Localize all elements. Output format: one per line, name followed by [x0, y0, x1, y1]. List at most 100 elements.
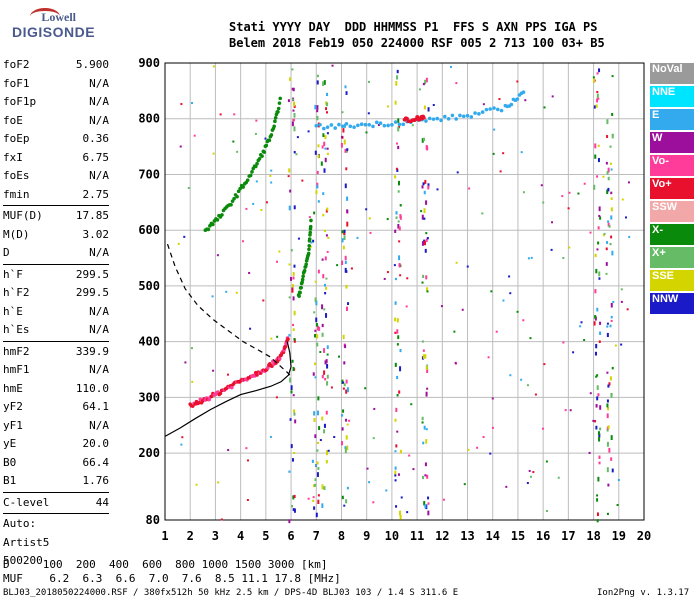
noise-point [292, 508, 295, 512]
trace-point [401, 122, 406, 127]
noise-point [325, 313, 328, 318]
noise-point [193, 134, 196, 137]
noise-point [307, 130, 310, 133]
noise-point [344, 344, 347, 349]
param-name: foE [3, 113, 23, 127]
noise-point [398, 180, 401, 186]
trace-point [378, 121, 383, 126]
noise-point [422, 349, 425, 352]
noise-point [489, 452, 492, 455]
trace-point [264, 143, 269, 148]
noise-point [316, 184, 319, 189]
noise-point [262, 299, 265, 302]
noise-point [423, 208, 426, 214]
param-value: 6.75 [82, 150, 110, 164]
auto-scaling-line: Auto: [3, 517, 37, 530]
noise-point [365, 131, 368, 134]
noise-point [343, 123, 346, 128]
noise-point [340, 142, 343, 148]
noise-point [316, 472, 319, 477]
noise-point [323, 348, 326, 353]
param-row: h`F2 299.5 [3, 284, 109, 303]
noise-point [255, 119, 258, 122]
noise-point [408, 454, 411, 457]
noise-point [502, 152, 505, 155]
trace-point [337, 122, 341, 127]
noise-point [405, 305, 408, 308]
noise-point [394, 450, 397, 453]
noise-point [248, 271, 251, 274]
noise-point [341, 427, 344, 431]
noise-point [293, 412, 296, 416]
trace-point [492, 106, 496, 110]
noise-point [394, 362, 397, 367]
trace-point [446, 117, 451, 121]
noise-point [398, 390, 401, 394]
noise-point [606, 189, 609, 195]
noise-point [323, 429, 326, 434]
noise-point [595, 375, 598, 378]
param-name: hmF1 [3, 363, 30, 376]
noise-point [605, 262, 608, 266]
noise-point [343, 361, 346, 365]
noise-point [326, 132, 329, 135]
legend-item-x: X- [650, 224, 694, 245]
noise-point [422, 137, 425, 141]
param-name: h`E [3, 304, 23, 318]
param-value: N/A [89, 246, 109, 259]
noise-point [320, 161, 323, 166]
trace-point [397, 122, 402, 127]
noise-point [526, 482, 529, 485]
noise-point [427, 502, 430, 505]
param-row: foF1 N/A [3, 75, 109, 94]
noise-point [611, 112, 614, 116]
noise-point [610, 302, 613, 308]
noise-point [426, 237, 429, 240]
noise-point [345, 379, 348, 384]
noise-point [598, 206, 601, 212]
noise-point [598, 340, 601, 344]
noise-point [396, 318, 399, 323]
noise-point [346, 221, 349, 227]
param-name: h`F [3, 267, 23, 281]
noise-point [599, 331, 602, 336]
noise-point [424, 79, 427, 85]
noise-point [187, 186, 190, 189]
param-row: foF1p N/A [3, 93, 109, 112]
noise-point [323, 141, 326, 147]
noise-point [191, 380, 194, 383]
param-separator [3, 491, 109, 493]
noise-point [235, 291, 238, 294]
trace-point [277, 356, 282, 361]
param-value: 0.36 [82, 132, 110, 145]
param-name: fxI [3, 150, 23, 164]
noise-point [627, 181, 630, 184]
trace-point [371, 124, 375, 129]
noise-point [543, 106, 546, 109]
param-value: 44 [95, 495, 109, 509]
x-tick-label: 15 [511, 529, 525, 543]
trace-point [245, 178, 250, 182]
noise-point [436, 188, 439, 191]
noise-point [372, 501, 375, 504]
noise-point [216, 254, 219, 257]
noise-point [394, 331, 397, 334]
noise-point [317, 154, 320, 159]
noise-point [425, 238, 428, 242]
noise-point [324, 147, 327, 150]
param-row: fxI 6.75 [3, 149, 109, 168]
noise-point [597, 97, 600, 100]
noise-point [323, 423, 326, 428]
noise-point [317, 144, 320, 148]
noise-point [275, 396, 278, 399]
noise-point [598, 214, 601, 217]
noise-point [343, 504, 346, 507]
noise-point [397, 190, 400, 193]
trace-point [269, 133, 274, 137]
noise-point [317, 467, 320, 470]
noise-point [620, 288, 623, 291]
noise-point [594, 253, 597, 258]
noise-point [602, 175, 605, 178]
trace-point [266, 366, 270, 370]
noise-point [605, 247, 608, 251]
